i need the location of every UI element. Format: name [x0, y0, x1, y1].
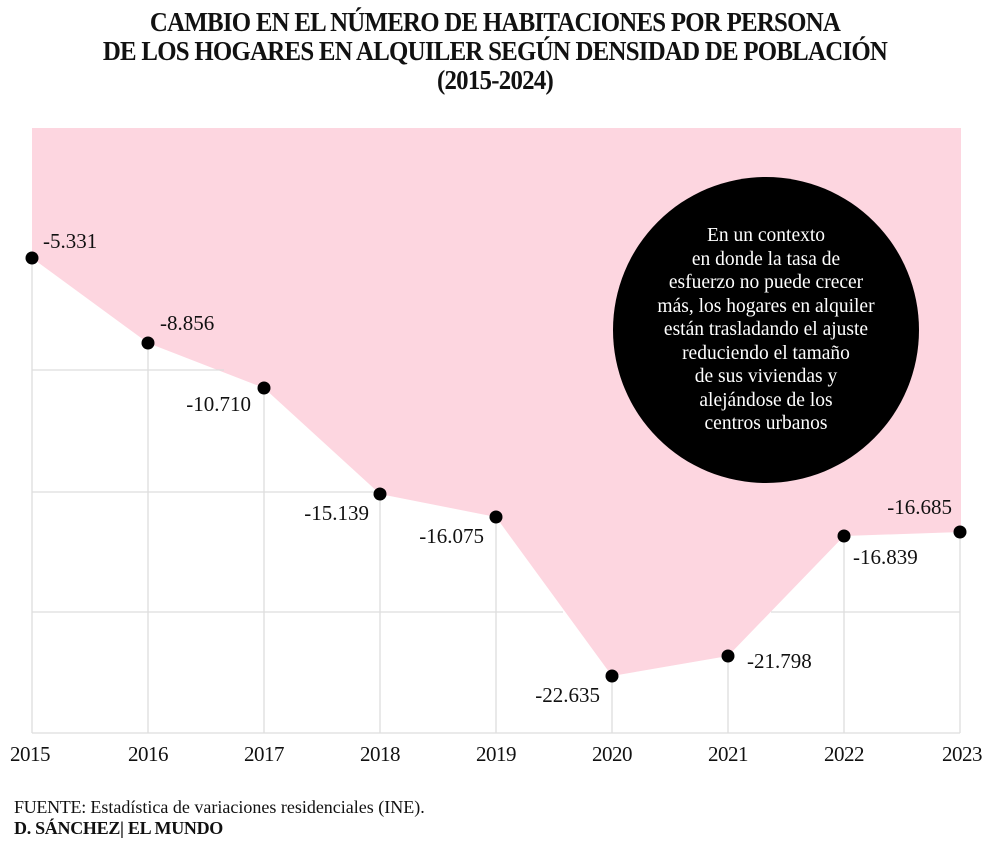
point-2017	[257, 381, 271, 395]
source-note: FUENTE: Estadística de variaciones resid…	[14, 797, 425, 817]
year-2022: 2022	[824, 742, 864, 766]
point-2021	[721, 649, 735, 663]
point-2018	[373, 487, 387, 501]
point-2020	[605, 669, 619, 683]
title-line-1: CAMBIO EN EL NÚMERO DE HABITACIONES POR …	[149, 7, 841, 37]
point-2022	[837, 529, 851, 543]
label-2016: -8.856	[160, 311, 214, 335]
year-2023: 2023	[942, 742, 982, 766]
year-2016: 2016	[128, 742, 168, 766]
label-2022: -16.839	[853, 545, 918, 569]
label-2018: -15.139	[304, 501, 369, 525]
point-2015	[25, 251, 39, 265]
chart-title: CAMBIO EN EL NÚMERO DE HABITACIONES POR …	[40, 8, 951, 95]
label-2015: -5.331	[43, 229, 97, 253]
data-points	[25, 251, 967, 683]
annotation-line: en donde la tasa de	[691, 248, 841, 270]
annotation-line: alejándose de los	[699, 389, 833, 411]
year-2020: 2020	[592, 742, 632, 766]
source-text: Estadística de variaciones residenciales…	[85, 797, 425, 817]
label-2023: -16.685	[887, 495, 952, 519]
title-line-2: DE LOS HOGARES EN ALQUILER SEGÚN DENSIDA…	[102, 36, 888, 66]
annotation-line: reduciendo el tamaño	[682, 342, 850, 364]
annotation-text: En un contexto en donde la tasa de esfue…	[621, 224, 911, 436]
annotation-bubble: En un contexto en donde la tasa de esfue…	[613, 177, 919, 483]
point-2023	[953, 525, 967, 539]
year-2019: 2019	[476, 742, 516, 766]
x-axis-labels: 2015 2016 2017 2018 2019 2020 2021 2022 …	[10, 742, 983, 766]
label-2020: -22.635	[535, 683, 600, 707]
annotation-line: centros urbanos	[704, 413, 828, 435]
label-2021: -21.798	[747, 649, 812, 673]
year-2018: 2018	[360, 742, 400, 766]
year-2015: 2015	[10, 742, 50, 766]
year-2017: 2017	[244, 742, 284, 766]
title-line-3: (2015-2024)	[436, 65, 554, 95]
annotation-line: En un contexto	[706, 225, 826, 247]
credit-line: D. SÁNCHEZ| EL MUNDO	[14, 818, 223, 838]
annotation-line: esfuerzo no puede crecer	[668, 272, 864, 294]
point-2016	[141, 336, 155, 350]
gridlines	[31, 258, 961, 734]
annotation-line: de sus viviendas y	[694, 366, 838, 388]
annotation-line: están trasladando el ajuste	[663, 319, 869, 341]
year-2021: 2021	[708, 742, 748, 766]
point-2019	[489, 510, 503, 524]
label-2017: -10.710	[186, 392, 251, 416]
source-label: FUENTE:	[14, 797, 86, 817]
annotation-line: más, los hogares en alquiler	[657, 295, 875, 317]
label-2019: -16.075	[419, 524, 484, 548]
data-labels: -5.331 -8.856 -10.710 -15.139 -16.075 -2…	[43, 229, 952, 707]
